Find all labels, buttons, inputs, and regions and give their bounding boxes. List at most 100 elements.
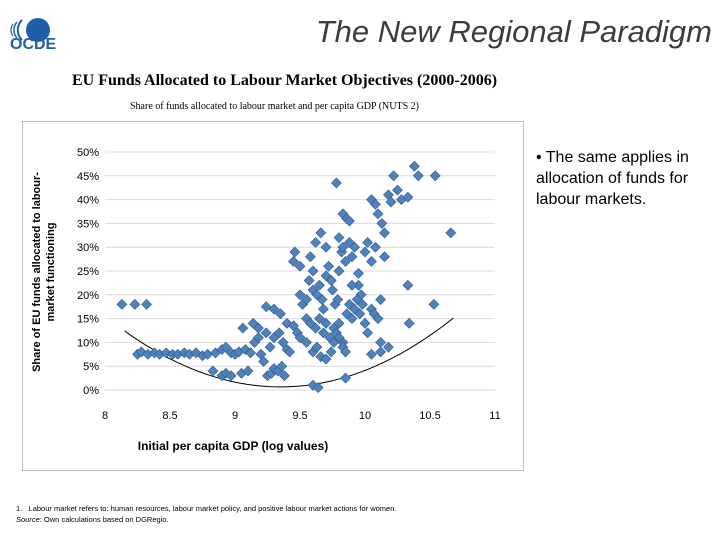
y-tick-label: 45%: [77, 171, 99, 183]
data-point: [402, 279, 414, 291]
data-point: [304, 251, 316, 263]
data-point: [330, 177, 342, 189]
x-tick-label: 10.5: [419, 410, 440, 422]
data-point: [129, 298, 141, 310]
data-point: [353, 267, 364, 279]
data-point: [354, 308, 366, 320]
data-point: [362, 327, 374, 339]
scatter-plot: 0% 5% 10% 15% 20% 25% 30% 35% 40% 45% 50% 8 8.5 9 9.5…: [31, 147, 501, 453]
data-point: [428, 298, 440, 310]
data-point: [340, 346, 351, 358]
data-point: [332, 294, 344, 305]
source-text: : Own calculations based on DGRegio.: [39, 515, 169, 524]
x-tick-label: 8.5: [162, 410, 177, 422]
data-point: [317, 303, 329, 315]
data-point: [320, 241, 332, 253]
y-axis-label-group: Share of EU funds allocated to labour- m…: [31, 172, 57, 372]
data-point: [315, 227, 327, 239]
data-point: [260, 327, 272, 339]
data-point: [346, 251, 358, 263]
data-point: [388, 170, 400, 182]
y-axis-label-line-1: Share of EU funds allocated to labour-: [31, 172, 43, 372]
chart-subtitle: Share of funds allocated to labour marke…: [130, 101, 419, 112]
y-tick-label: 20%: [77, 290, 99, 302]
y-tick-label: 15%: [77, 314, 99, 326]
data-point: [312, 382, 324, 394]
data-point: [356, 298, 368, 310]
y-tick-label: 0%: [83, 385, 99, 397]
y-tick-label: 10%: [77, 337, 99, 349]
data-point: [445, 227, 457, 239]
data-point: [252, 332, 264, 344]
data-point: [403, 317, 415, 329]
data-point: [340, 372, 351, 384]
chart-title: EU Funds Allocated to Labour Market Obje…: [72, 72, 498, 89]
data-point: [376, 217, 388, 229]
data-point: [343, 215, 355, 227]
data-point: [346, 313, 358, 325]
data-point: [277, 336, 289, 348]
data-points: [116, 160, 457, 394]
data-point: [237, 322, 249, 334]
data-point: [116, 298, 128, 310]
x-tick-label: 9: [232, 410, 238, 422]
data-point: [362, 237, 374, 248]
footnote-source: Source: Own calculations based on DGRegi…: [16, 514, 396, 525]
x-tick-labels: 8 8.5 9 9.5 10 10.5 11: [102, 410, 501, 422]
data-point: [385, 196, 397, 208]
data-point: [325, 275, 337, 286]
data-point: [314, 279, 325, 291]
data-point: [273, 327, 285, 339]
data-point: [245, 347, 257, 359]
data-point: [307, 265, 319, 277]
chart-area: 0% 5% 10% 15% 20% 25% 30% 35% 40% 45% 50% 8 8.5 9 9.5…: [22, 121, 524, 471]
y-tick-labels: 0% 5% 10% 15% 20% 25% 30% 35% 40% 45% 50%: [77, 147, 99, 397]
data-point: [333, 317, 345, 329]
footnote-number: 1.: [16, 504, 23, 513]
data-point: [382, 341, 394, 353]
data-point: [392, 184, 403, 196]
data-point: [375, 346, 387, 358]
data-point: [294, 260, 306, 272]
data-point: [333, 232, 345, 244]
slide-title: The New Regional Paradigm: [315, 14, 712, 49]
data-point: [288, 256, 299, 267]
x-tick-label: 9.5: [292, 410, 307, 422]
data-point: [359, 317, 371, 329]
y-tick-label: 40%: [77, 195, 99, 207]
data-point: [141, 298, 153, 310]
data-point: [327, 284, 338, 296]
data-point: [325, 346, 337, 358]
data-point: [294, 289, 306, 301]
y-tick-label: 50%: [77, 147, 99, 159]
x-tick-label: 8: [102, 410, 108, 422]
data-point: [317, 327, 329, 339]
y-tick-label: 5%: [83, 361, 99, 373]
data-point: [359, 246, 371, 258]
data-point: [408, 160, 420, 172]
data-point: [310, 322, 322, 334]
footnote-text: Labour market refers to: human resources…: [28, 504, 397, 513]
x-tick-label: 10: [359, 410, 371, 422]
data-point: [333, 332, 345, 344]
trendline: [124, 317, 454, 388]
data-point: [275, 308, 286, 320]
trendline-group: [124, 317, 454, 388]
data-point: [369, 241, 381, 253]
data-point: [294, 332, 306, 344]
bullet-text: The same applies in allocation of funds …: [536, 149, 689, 208]
data-point: [225, 370, 237, 382]
data-point: [258, 356, 270, 367]
data-point: [375, 294, 387, 305]
data-point: [372, 313, 384, 325]
data-point: [301, 294, 312, 305]
data-point: [311, 341, 323, 353]
data-point: [268, 303, 280, 315]
data-point: [337, 241, 349, 253]
data-point: [379, 251, 390, 263]
source-label: Source: [16, 515, 40, 524]
logo-text: OCDE: [10, 36, 57, 53]
footnote-note: 1. Labour market refers to: human resour…: [16, 503, 396, 514]
data-point: [252, 322, 264, 334]
data-point: [429, 170, 441, 182]
